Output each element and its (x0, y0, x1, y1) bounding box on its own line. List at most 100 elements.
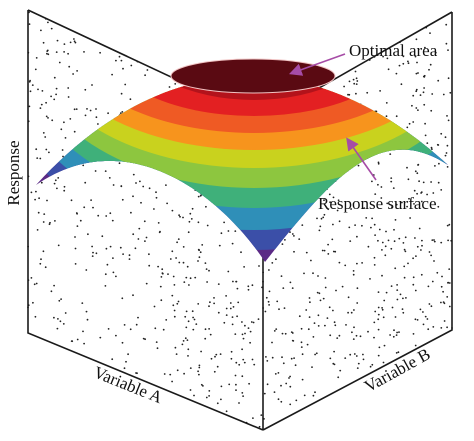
grid-dot (348, 80, 351, 83)
grid-dot (36, 157, 39, 160)
grid-dot (142, 185, 145, 188)
grid-dot (441, 275, 443, 278)
grid-dot (298, 238, 301, 241)
grid-dot (416, 61, 418, 64)
grid-dot (347, 93, 349, 96)
grid-dot (284, 332, 287, 335)
grid-dot (339, 369, 342, 372)
grid-dot (154, 327, 157, 330)
grid-dot (83, 51, 85, 53)
grid-dot (234, 230, 237, 233)
grid-dot (132, 294, 134, 297)
grid-dot (205, 396, 208, 399)
grid-dot (298, 315, 301, 318)
grid-dot (377, 291, 380, 293)
grid-dot (420, 273, 423, 276)
grid-dot (434, 51, 437, 54)
grid-dot (45, 115, 48, 118)
grid-dot (386, 57, 389, 60)
grid-dot (201, 244, 204, 246)
grid-dot (177, 300, 180, 303)
grid-dot (74, 263, 77, 265)
grid-dot (394, 316, 397, 318)
grid-dot (421, 244, 423, 247)
grid-dot (40, 103, 43, 106)
grid-dot (290, 357, 293, 360)
grid-dot (427, 328, 430, 331)
grid-dot (377, 354, 380, 357)
grid-dot (308, 297, 311, 299)
grid-dot (155, 196, 158, 199)
grid-dot (91, 245, 93, 248)
grid-dot (349, 353, 352, 356)
grid-dot (50, 95, 52, 98)
grid-dot (132, 195, 134, 198)
grid-dot (355, 355, 358, 357)
grid-dot (442, 301, 445, 303)
grid-dot (182, 261, 185, 264)
grid-dot (324, 324, 326, 327)
grid-dot (135, 372, 137, 374)
grid-dot (229, 302, 232, 304)
grid-dot (249, 330, 252, 333)
grid-dot (407, 62, 410, 65)
grid-dot (274, 373, 277, 375)
grid-dot (128, 258, 131, 260)
grid-dot (209, 333, 212, 336)
grid-dot (68, 65, 71, 68)
grid-dot (448, 268, 451, 270)
grid-dot (414, 318, 417, 321)
grid-dot (406, 205, 408, 208)
grid-dot (132, 173, 135, 176)
grid-dot (277, 398, 280, 401)
grid-dot (135, 323, 138, 326)
grid-dot (95, 108, 97, 110)
grid-dot (356, 367, 359, 369)
grid-dot (271, 341, 273, 344)
grid-dot (430, 181, 432, 183)
grid-dot (301, 224, 304, 227)
grid-dot (353, 326, 355, 329)
grid-dot (204, 262, 207, 264)
grid-dot (139, 180, 141, 183)
grid-dot (115, 334, 117, 337)
grid-dot (36, 229, 39, 231)
variable-a-axis-label: Variable A (91, 363, 166, 408)
grid-dot (61, 149, 64, 151)
grid-dot (241, 392, 244, 394)
grid-dot (294, 364, 297, 367)
grid-dot (398, 64, 401, 67)
grid-dot (429, 32, 431, 34)
grid-dot (385, 291, 388, 294)
grid-dot (412, 283, 415, 286)
grid-dot (74, 247, 77, 250)
grid-dot (34, 68, 37, 71)
grid-dot (171, 209, 174, 212)
grid-dot (175, 353, 178, 355)
grid-dot (415, 107, 418, 109)
grid-dot (381, 249, 383, 251)
grid-dot (208, 269, 210, 272)
grid-dot (63, 51, 65, 53)
response-surface-label: Response surface (318, 194, 437, 213)
grid-dot (135, 182, 137, 184)
grid-dot (174, 83, 177, 85)
grid-dot (63, 189, 66, 192)
grid-dot (205, 268, 208, 270)
grid-dot (169, 373, 172, 376)
grid-dot (69, 41, 72, 44)
grid-dot (115, 59, 117, 62)
grid-dot (174, 346, 177, 349)
grid-dot (317, 314, 320, 317)
grid-dot (94, 170, 97, 172)
grid-dot (225, 410, 228, 413)
grid-dot (213, 370, 216, 373)
grid-dot (404, 250, 407, 253)
grid-dot (55, 93, 57, 96)
grid-dot (373, 321, 376, 324)
grid-dot (120, 92, 123, 95)
grid-dot (238, 402, 240, 404)
grid-dot (44, 136, 47, 138)
grid-dot (363, 207, 366, 210)
grid-dot (182, 216, 184, 219)
